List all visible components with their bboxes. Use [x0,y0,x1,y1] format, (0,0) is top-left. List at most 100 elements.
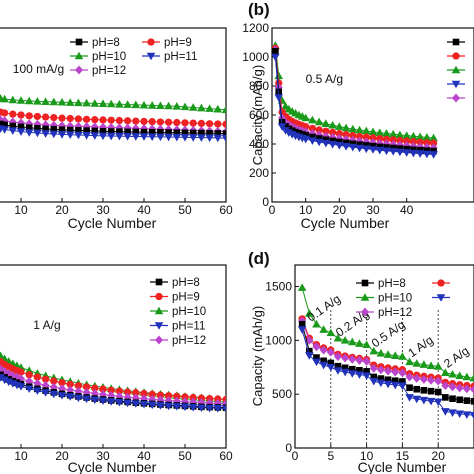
data-point [403,145,410,153]
rate-annotation: 0.5 A/g [306,72,343,86]
data-point [213,104,223,113]
data-point [321,139,331,148]
data-point [442,394,449,401]
data-point [65,131,75,140]
data-point [355,132,364,141]
data-point [416,142,425,152]
data-point [328,140,337,149]
data-point [313,354,320,361]
data-point [221,405,226,413]
data-point [388,129,398,138]
data-point [319,325,328,333]
data-point [306,347,313,355]
data-point [50,126,58,133]
data-point [328,133,337,142]
panel-a-x-axis-label: Cycle Number [68,215,157,231]
data-point [297,283,307,291]
data-point [376,135,384,143]
x-tick-label: 20 [333,203,347,217]
data-point [389,144,397,152]
data-point [91,127,99,135]
data-point [107,128,115,135]
data-point [362,356,371,366]
data-point [16,383,26,391]
data-point [74,121,83,131]
legend-label: pH=10 [92,51,126,63]
data-point [66,114,74,123]
data-point [377,375,385,382]
panel-d-y-axis-label: Capacity (mAh/g) [250,306,265,406]
data-point [181,393,189,401]
data-point [50,377,58,385]
data-point [75,127,82,134]
data-point [441,381,450,391]
legend-marker [360,293,370,301]
data-point [180,102,190,111]
data-point [405,372,414,382]
data-point [341,353,350,363]
data-point [74,381,83,390]
data-point [384,376,392,384]
data-point [326,347,335,357]
data-point [188,403,198,412]
data-point [427,375,435,385]
legend-marker [451,65,461,74]
data-point [406,384,413,392]
data-point [456,396,463,404]
data-point [34,125,41,132]
legend-marker [436,294,446,302]
data-point [348,124,358,133]
data-point [222,120,226,128]
data-point [376,379,386,388]
data-point [469,373,474,382]
data-point [396,136,404,145]
data-point [448,382,457,392]
data-point [123,117,132,125]
data-point [74,386,83,396]
data-point [376,143,384,151]
data-point [132,389,140,397]
data-point [33,112,42,121]
x-tick-label: 5 [327,449,334,463]
data-point [322,127,330,135]
data-point [156,402,165,410]
data-point [173,129,181,136]
data-point [361,126,371,135]
data-point [132,128,140,136]
legend-marker [437,279,445,287]
data-point [278,118,286,126]
data-point [99,385,107,393]
data-point [41,130,50,138]
data-point [441,368,450,376]
data-point [90,99,100,107]
data-point [107,123,116,132]
data-point [74,115,83,123]
data-point [156,133,165,142]
y-tick-label: 200 [249,166,269,180]
data-point [123,399,132,408]
rate-annotation: 2 A/g [441,344,471,371]
data-point [147,133,157,142]
data-point [420,387,428,394]
y-tick-label: 1000 [265,333,292,347]
data-point [140,128,148,136]
data-point [42,125,49,133]
y-tick-label: 1500 [265,280,292,294]
data-point [222,130,226,137]
data-point [348,365,356,373]
data-point [205,404,214,413]
data-point [426,397,436,406]
data-point [383,350,393,358]
panel-b-label: (b) [248,0,270,19]
data-point [322,136,330,144]
x-tick-label: 20 [432,449,446,463]
data-point [82,395,91,404]
data-point [409,149,418,158]
y-tick-label: 1000 [242,50,269,64]
data-point [107,386,115,394]
data-point [315,126,323,134]
data-point [25,124,33,132]
data-point [348,354,357,364]
data-point [147,101,157,109]
plot-area [297,283,474,420]
